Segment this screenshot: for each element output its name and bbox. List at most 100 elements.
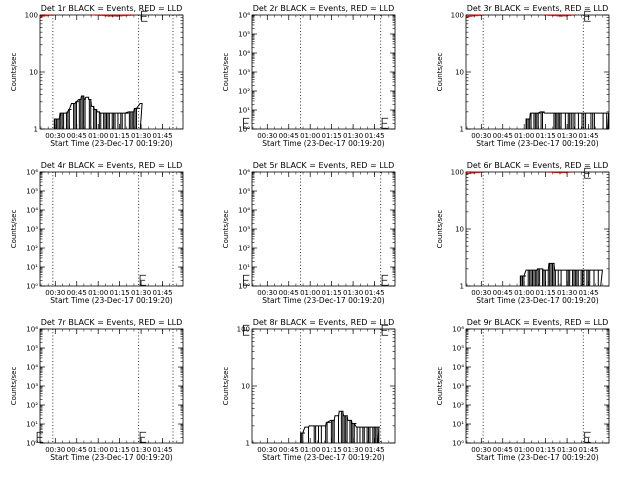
panel-6: Det 6r BLACK = Events, RED = LLD 1 10 100 Co… [436,161,610,305]
x-tick-label: 00:45 [493,446,513,454]
x-tick-label: 01:30 [557,289,577,297]
y-tick-label: 10⁵ [26,345,38,353]
y-tick-label: 10⁰ [238,126,250,134]
y-tick-label: 10 [455,226,464,234]
panel-title: Det 5r BLACK = Events, RED = LLD [253,161,395,170]
panel-2: Det 2r BLACK = Events, RED = LLD 10⁰ 10¹ 10… [222,4,396,148]
y-tick-label: 10¹ [26,264,38,272]
e-marker [139,274,147,286]
x-tick-label: 01:45 [152,446,172,454]
y-axis-label: Counts/sec [10,53,18,92]
e-marker [141,10,148,22]
lld-point [569,15,572,17]
e-marker [381,274,389,286]
lld-point [543,15,546,16]
plot-area [40,15,174,129]
x-tick-label: 00:30 [471,289,491,297]
y-tick-label: 10¹ [452,421,464,429]
plot-area [300,329,382,443]
panel-4: Det 4r BLACK = Events, RED = LLD 10⁰ 10¹ 10… [10,161,184,305]
y-tick-label: 10³ [452,383,464,391]
y-tick-label: 10² [26,402,38,410]
lld-point [565,15,567,17]
y-tick-label: 10³ [238,226,250,234]
plot-frame [465,14,610,130]
y-tick-label: 10⁶ [26,326,38,334]
panel-title: Det 3r BLACK = Events, RED = LLD [467,4,609,13]
x-tick-label: 01:30 [343,132,363,140]
lld-point [103,15,106,17]
x-axis-label: Start Time (23-Dec-17 00:19:20) [476,296,598,305]
plot-frame [39,14,184,130]
x-tick-label: 00:45 [67,446,87,454]
x-tick-label: 00:30 [45,446,65,454]
y-tick-label: 1 [246,440,250,448]
lld-point [560,15,563,17]
x-tick-label: 00:30 [257,289,277,297]
x-axis-label: Start Time (23-Dec-17 00:19:20) [50,139,172,148]
x-tick-label: 01:00 [514,446,534,454]
y-tick-label: 10² [26,245,38,253]
x-tick-label: 01:30 [343,289,363,297]
y-tick-label: 10¹ [238,107,250,115]
y-tick-label: 10⁵ [238,188,250,196]
x-tick-label: 01:00 [88,132,108,140]
lld-point [124,15,127,17]
lld-point [99,15,101,17]
plot-area [482,329,584,443]
panel-1: Det 1r BLACK = Events, RED = LLD 1 10 100 Co… [10,4,184,148]
x-tick-label: 01:15 [110,289,130,297]
x-tick-label: 00:30 [257,132,277,140]
lld-point [570,172,573,173]
lld-point [46,15,49,17]
x-tick-label: 00:30 [45,132,65,140]
x-tick-label: 01:45 [578,446,598,454]
e-marker [139,431,147,443]
x-tick-label: 00:45 [279,446,299,454]
y-tick-label: 10⁰ [238,283,250,291]
x-tick-label: 00:30 [257,446,277,454]
y-tick-label: 10 [241,383,250,391]
y-tick-label: 10⁶ [238,169,250,177]
panel-9: Det 9r BLACK = Events, RED = LLD 10⁰ 10¹ 10… [436,318,610,462]
panel-title: Det 2r BLACK = Events, RED = LLD [253,4,395,13]
plot-area [466,172,603,286]
x-tick-label: 01:45 [152,132,172,140]
lld-point [41,15,44,17]
lld-point [470,15,473,17]
x-axis-label: Start Time (23-Dec-17 00:19:20) [262,453,384,462]
lld-point [49,15,51,16]
x-tick-label: 01:45 [578,132,598,140]
x-axis-label: Start Time (23-Dec-17 00:19:20) [476,453,598,462]
lld-point [479,15,482,17]
y-tick-label: 10⁴ [238,207,250,215]
plot-area [300,172,382,286]
x-tick-label: 01:15 [322,289,342,297]
e-marker [243,274,250,286]
y-tick-label: 10² [238,88,250,96]
panel-title: Det 6r BLACK = Events, RED = LLD [467,161,609,170]
x-tick-label: 00:30 [471,132,491,140]
x-tick-label: 01:15 [536,446,556,454]
y-tick-label: 10³ [26,383,38,391]
x-tick-label: 00:45 [493,132,513,140]
lld-point [107,15,110,17]
lld-point [44,15,47,17]
x-tick-label: 01:00 [514,132,534,140]
y-tick-label: 10 [455,69,464,77]
plot-area [466,15,609,129]
x-tick-label: 01:45 [578,289,598,297]
plot-frame [251,14,396,130]
plot-area [300,15,382,129]
y-axis-label: Counts/sec [222,210,230,249]
x-tick-label: 00:45 [67,289,87,297]
lld-point [94,15,97,16]
x-tick-label: 01:00 [514,289,534,297]
y-tick-label: 10³ [238,69,250,77]
y-tick-label: 10² [238,245,250,253]
lld-point [548,172,550,173]
y-tick-label: 1 [460,126,464,134]
e-marker [36,431,44,443]
x-axis-label: Start Time (23-Dec-17 00:19:20) [50,296,172,305]
